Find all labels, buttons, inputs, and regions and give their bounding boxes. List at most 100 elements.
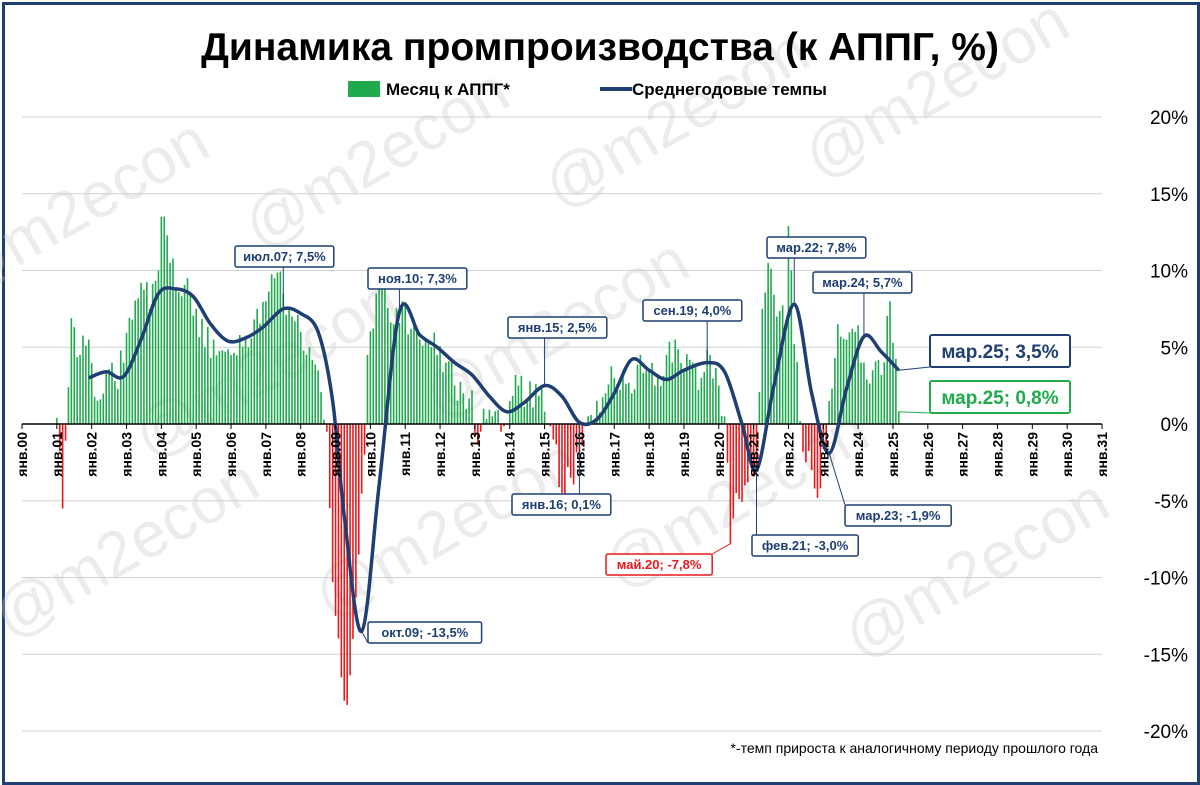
bar xyxy=(482,408,485,424)
bar xyxy=(288,308,290,424)
annotation-box xyxy=(766,236,867,259)
bar xyxy=(323,419,325,424)
annotation-box xyxy=(929,334,1071,368)
bar xyxy=(151,283,154,424)
bar xyxy=(543,411,546,424)
bar xyxy=(401,301,404,424)
bar xyxy=(381,281,383,424)
bar xyxy=(430,347,433,424)
bar xyxy=(474,424,476,437)
bar xyxy=(810,424,813,471)
bar xyxy=(349,424,351,676)
y-tick-label: -5% xyxy=(1154,492,1188,513)
bar xyxy=(285,314,287,424)
bar xyxy=(514,374,517,424)
x-tick-label: янв.08 xyxy=(293,432,309,477)
bar xyxy=(259,323,261,424)
bar xyxy=(657,377,659,424)
bar xyxy=(453,385,456,424)
bar xyxy=(230,354,232,424)
bar xyxy=(241,346,244,424)
bar xyxy=(787,225,790,424)
bar xyxy=(648,370,650,424)
bar xyxy=(111,362,113,424)
x-tick-label: янв.31 xyxy=(1094,432,1110,477)
bar xyxy=(529,381,531,424)
bar xyxy=(834,358,836,424)
bar xyxy=(613,377,616,424)
bar xyxy=(331,424,334,583)
bar xyxy=(375,293,377,424)
bar xyxy=(895,358,897,424)
bar xyxy=(735,424,737,494)
bar xyxy=(244,335,247,424)
bar xyxy=(845,339,848,424)
bar xyxy=(114,381,116,424)
annotation-box xyxy=(844,504,952,527)
bar xyxy=(706,349,708,424)
bar xyxy=(355,424,357,598)
annotation-label: сен.19; 4,0% xyxy=(653,303,731,318)
bar xyxy=(564,424,566,506)
bar xyxy=(64,424,67,441)
bar xyxy=(816,424,819,498)
x-tick-label: янв.12 xyxy=(432,432,448,477)
x-tick-label: янв.24 xyxy=(850,432,866,477)
bar xyxy=(207,326,209,424)
x-tick-label: янв.11 xyxy=(397,432,413,476)
annotation-box xyxy=(642,299,743,322)
bar xyxy=(183,284,186,424)
bar xyxy=(825,424,827,449)
bar xyxy=(491,416,494,424)
bar xyxy=(567,424,569,468)
bar xyxy=(392,324,395,424)
bar xyxy=(680,363,682,424)
bar xyxy=(688,359,691,424)
x-tick-label: янв.29 xyxy=(1024,432,1040,477)
bar xyxy=(659,386,662,424)
annotation-label: май.20; -7,8% xyxy=(617,557,702,572)
bar xyxy=(137,298,139,424)
bar xyxy=(189,291,192,424)
bar xyxy=(741,424,743,502)
bar xyxy=(569,424,572,478)
bar xyxy=(169,262,171,424)
bar xyxy=(256,308,258,424)
bar xyxy=(712,378,714,424)
bar xyxy=(410,328,412,424)
bar xyxy=(442,372,444,424)
bar xyxy=(860,362,862,424)
x-tick-label: янв.18 xyxy=(641,432,657,477)
bar xyxy=(671,362,674,424)
bar xyxy=(450,360,453,424)
bar xyxy=(85,345,87,424)
bar xyxy=(892,342,894,424)
bar xyxy=(662,375,665,424)
bar xyxy=(822,424,825,450)
bar xyxy=(726,424,729,463)
y-tick-label: 10% xyxy=(1150,262,1188,283)
bar xyxy=(262,301,264,424)
x-tick-label: янв.05 xyxy=(188,432,204,477)
bar xyxy=(549,424,552,427)
annotation-label: мар.23; -1,9% xyxy=(856,508,941,523)
bar xyxy=(837,324,839,424)
bar xyxy=(279,271,282,424)
bar xyxy=(334,424,337,616)
bar xyxy=(108,369,110,424)
annotation-leader xyxy=(898,366,931,371)
bar xyxy=(314,364,317,424)
bar xyxy=(555,424,557,445)
bar xyxy=(697,389,700,424)
x-tick-label: янв.17 xyxy=(606,432,622,477)
bar xyxy=(581,424,584,447)
bar xyxy=(204,347,206,424)
bar xyxy=(250,338,253,424)
bar xyxy=(526,400,528,424)
bar xyxy=(479,424,482,432)
bar xyxy=(236,355,238,424)
bar xyxy=(134,300,137,424)
bar xyxy=(186,278,189,424)
bar xyxy=(752,424,755,477)
bar xyxy=(863,362,865,424)
